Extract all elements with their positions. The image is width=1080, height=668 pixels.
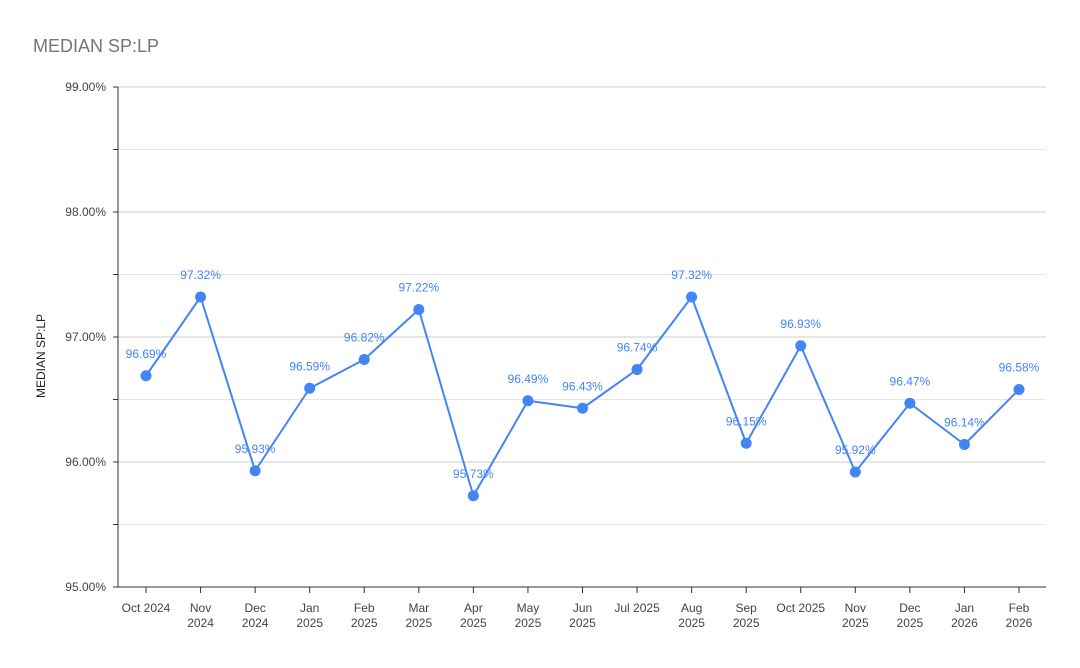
x-tick-label: Dec 2025	[897, 601, 924, 630]
x-tick-label: Nov 2024	[187, 601, 214, 630]
data-label: 96.58%	[999, 361, 1040, 375]
data-label: 96.93%	[780, 317, 821, 331]
y-axis-label: MEDIAN SP:LP	[34, 314, 48, 398]
data-label: 95.93%	[235, 442, 276, 456]
x-tick-label: Jan 2025	[296, 601, 323, 630]
data-label: 97.32%	[180, 268, 221, 282]
x-tick-label: Oct 2024	[122, 601, 171, 615]
data-point	[849, 466, 861, 478]
x-tick-label: Jul 2025	[614, 601, 660, 615]
data-point	[686, 291, 698, 303]
data-label: 95.73%	[453, 467, 494, 481]
data-label: 96.47%	[890, 374, 931, 388]
data-label: 96.59%	[289, 359, 330, 373]
data-label: 97.22%	[398, 281, 439, 295]
y-tick-label: 98.00%	[65, 205, 106, 219]
data-point	[1013, 384, 1025, 395]
x-tick-label: Apr 2025	[460, 601, 487, 630]
data-point	[249, 465, 261, 477]
data-point	[413, 304, 425, 315]
data-point	[140, 370, 152, 382]
data-point	[958, 439, 970, 450]
y-tick-label: 96.00%	[65, 455, 106, 469]
data-point	[740, 437, 752, 449]
data-point	[522, 395, 534, 407]
data-label: 96.43%	[562, 379, 603, 393]
data-label: 96.69%	[126, 347, 167, 361]
series-median-sp-lp	[140, 291, 1025, 502]
x-tick-label: May 2025	[515, 601, 542, 630]
data-point	[358, 354, 370, 365]
data-point	[795, 340, 807, 352]
x-tick-label: Mar 2025	[405, 601, 432, 630]
data-point	[467, 490, 479, 502]
x-tick-label: Jan 2026	[951, 601, 978, 630]
data-label: 95.92%	[835, 443, 876, 457]
y-tick-label: 97.00%	[65, 330, 106, 344]
data-label: 96.14%	[944, 416, 985, 430]
x-tick-label: Oct 2025	[776, 601, 825, 615]
y-tick-label: 95.00%	[65, 580, 106, 594]
x-tick-label: Feb 2025	[351, 601, 378, 630]
x-tick-label: Feb 2026	[1006, 601, 1033, 630]
data-label: 96.15%	[726, 414, 767, 428]
data-label: 97.32%	[671, 268, 712, 282]
data-label: 96.49%	[508, 372, 549, 386]
data-labels: 96.69% 97.32% 95.93% 96.59% 96.82% 97.22% 95.7…	[126, 268, 1040, 481]
x-tick-label: Dec 2024	[242, 601, 269, 630]
data-point	[904, 397, 916, 409]
data-point	[577, 402, 588, 414]
chart-title: MEDIAN SP:LP	[33, 36, 159, 56]
axes: 95.00% 96.00% 97.00% 98.00% 99.00% Oct 2024 No…	[65, 80, 1046, 630]
data-point	[631, 364, 643, 375]
series-line	[145, 296, 1020, 497]
data-point	[195, 291, 207, 303]
x-tick-label: Aug 2025	[678, 601, 705, 630]
gridlines	[118, 86, 1046, 525]
x-tick-label: Jun 2025	[569, 601, 596, 630]
data-point	[304, 382, 316, 394]
data-label: 96.82%	[344, 331, 385, 345]
y-tick-label: 99.00%	[65, 80, 106, 94]
data-label: 96.74%	[617, 341, 658, 355]
x-tick-label: Nov 2025	[842, 601, 869, 630]
x-tick-label: Sep 2025	[733, 601, 760, 630]
